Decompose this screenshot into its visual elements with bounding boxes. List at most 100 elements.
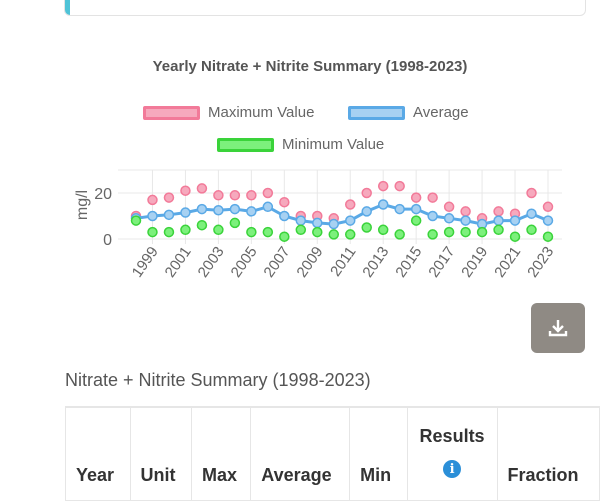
point-minimum-value [313, 228, 322, 237]
download-button[interactable] [531, 303, 585, 353]
point-maximum-value [263, 189, 272, 198]
x-tick-label: 2009 [293, 244, 326, 281]
point-average [280, 212, 289, 221]
point-maximum-value [164, 193, 173, 202]
point-minimum-value [296, 225, 305, 234]
point-maximum-value [280, 198, 289, 207]
point-minimum-value [412, 216, 421, 225]
point-average [494, 216, 503, 225]
point-average [346, 216, 355, 225]
point-minimum-value [164, 228, 173, 237]
x-tick-label: 2019 [458, 244, 491, 281]
point-minimum-value [478, 228, 487, 237]
point-minimum-value [247, 228, 256, 237]
point-average [181, 208, 190, 217]
point-maximum-value [346, 200, 355, 209]
point-maximum-value [247, 191, 256, 200]
point-maximum-value [395, 182, 404, 191]
point-average [164, 210, 173, 219]
table-header-row: Year Unit Max Average Min Results i Frac… [66, 408, 600, 501]
x-tick-label: 2007 [261, 244, 294, 281]
x-tick-label: 2005 [228, 244, 261, 281]
point-minimum-value [527, 225, 536, 234]
point-minimum-value [511, 232, 520, 241]
point-maximum-value [362, 189, 371, 198]
col-max[interactable]: Max [192, 408, 251, 501]
col-average[interactable]: Average [251, 408, 350, 501]
point-minimum-value [214, 225, 223, 234]
point-average [412, 205, 421, 214]
point-average [362, 207, 371, 216]
point-average [527, 209, 536, 218]
x-tick-label: 2013 [359, 244, 392, 281]
point-minimum-value [329, 230, 338, 239]
info-icon[interactable]: i [443, 460, 461, 478]
point-average [230, 205, 239, 214]
y-axis-label: mg/l [74, 190, 91, 220]
point-average [511, 216, 520, 225]
point-minimum-value [445, 228, 454, 237]
point-maximum-value [230, 191, 239, 200]
download-icon [548, 318, 568, 338]
x-tick-label: 2017 [425, 244, 458, 281]
point-average [329, 220, 338, 229]
point-maximum-value [527, 189, 536, 198]
x-tick-label: 2015 [392, 244, 425, 281]
point-average [395, 205, 404, 214]
col-year[interactable]: Year [66, 408, 131, 501]
point-minimum-value [280, 232, 289, 241]
point-average [296, 216, 305, 225]
point-average [148, 212, 157, 221]
point-maximum-value [197, 184, 206, 193]
point-maximum-value [379, 182, 388, 191]
point-maximum-value [428, 193, 437, 202]
point-minimum-value [395, 230, 404, 239]
point-minimum-value [148, 228, 157, 237]
point-average [197, 205, 206, 214]
point-minimum-value [494, 225, 503, 234]
col-results-label: Results [418, 426, 487, 447]
point-average [428, 212, 437, 221]
col-unit[interactable]: Unit [130, 408, 191, 501]
point-average [445, 214, 454, 223]
point-average [263, 202, 272, 211]
x-tick-label: 2003 [195, 244, 228, 281]
point-minimum-value [379, 225, 388, 234]
point-minimum-value [544, 232, 553, 241]
point-minimum-value [230, 218, 239, 227]
point-maximum-value [214, 191, 223, 200]
point-maximum-value [412, 193, 421, 202]
point-average [461, 216, 470, 225]
point-minimum-value [362, 223, 371, 232]
point-average [379, 200, 388, 209]
point-average [313, 218, 322, 227]
point-minimum-value [132, 216, 141, 225]
x-tick-label: 2011 [327, 244, 359, 280]
point-average [544, 216, 553, 225]
col-min[interactable]: Min [350, 408, 407, 501]
point-minimum-value [181, 225, 190, 234]
col-fraction[interactable]: Fraction [497, 408, 600, 501]
point-average [247, 207, 256, 216]
y-tick-label: 0 [103, 232, 112, 249]
point-maximum-value [181, 186, 190, 195]
point-maximum-value [445, 202, 454, 211]
x-tick-label: 2023 [524, 244, 557, 281]
point-average [214, 206, 223, 215]
point-maximum-value [148, 195, 157, 204]
x-tick-label: 1999 [129, 244, 162, 281]
point-maximum-value [544, 202, 553, 211]
point-minimum-value [428, 230, 437, 239]
point-maximum-value [494, 207, 503, 216]
x-tick-label: 2021 [491, 244, 524, 281]
point-maximum-value [461, 207, 470, 216]
summary-table: Year Unit Max Average Min Results i Frac… [65, 406, 600, 501]
point-minimum-value [197, 221, 206, 230]
point-minimum-value [346, 230, 355, 239]
point-minimum-value [263, 228, 272, 237]
table-title: Nitrate + Nitrite Summary (1998-2023) [65, 370, 371, 391]
y-tick-label: 20 [94, 186, 112, 203]
point-minimum-value [461, 228, 470, 237]
col-results[interactable]: Results i [407, 408, 497, 501]
